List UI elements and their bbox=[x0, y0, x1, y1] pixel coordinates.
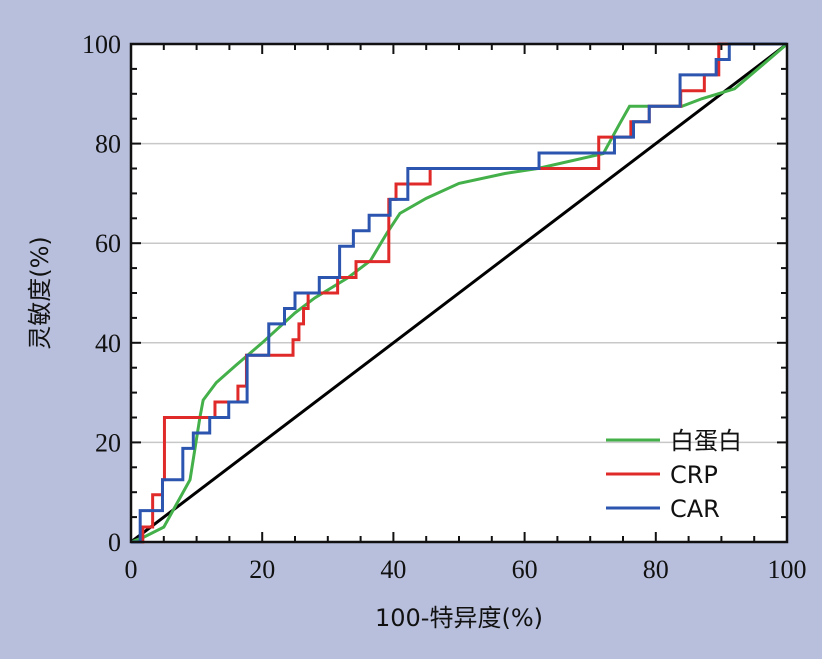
y-tick-label-100: 100 bbox=[82, 30, 121, 59]
y-tick-label-80: 80 bbox=[95, 130, 121, 159]
y-tick-label-20: 20 bbox=[95, 428, 121, 457]
legend-label-car: CAR bbox=[670, 495, 720, 523]
x-tick-labels: 0 20 40 60 80 100 bbox=[125, 555, 807, 584]
x-tick-label-60: 60 bbox=[512, 555, 538, 584]
x-tick-label-100: 100 bbox=[768, 555, 807, 584]
legend-label-crp: CRP bbox=[670, 461, 718, 489]
y-tick-label-60: 60 bbox=[95, 229, 121, 258]
y-tick-label-0: 0 bbox=[108, 528, 121, 557]
x-tick-label-80: 80 bbox=[643, 555, 669, 584]
y-axis-title: 灵敏度(%) bbox=[26, 236, 54, 350]
x-tick-label-40: 40 bbox=[380, 555, 406, 584]
y-tick-label-40: 40 bbox=[95, 329, 121, 358]
x-tick-label-0: 0 bbox=[125, 555, 138, 584]
reference-diagonal-line bbox=[130, 42, 788, 544]
series-layer bbox=[130, 42, 788, 544]
grid-lines bbox=[131, 142, 787, 444]
x-tick-label-20: 20 bbox=[249, 555, 275, 584]
x-axis-title: 100-特异度(%) bbox=[375, 604, 543, 632]
legend-label-albumin: 白蛋白 bbox=[670, 427, 742, 455]
legend: 白蛋白 CRP CAR bbox=[606, 427, 742, 523]
axis-ticks bbox=[130, 43, 788, 543]
series-line-car bbox=[131, 42, 787, 544]
y-tick-labels: 0 20 40 60 80 100 bbox=[82, 30, 121, 557]
